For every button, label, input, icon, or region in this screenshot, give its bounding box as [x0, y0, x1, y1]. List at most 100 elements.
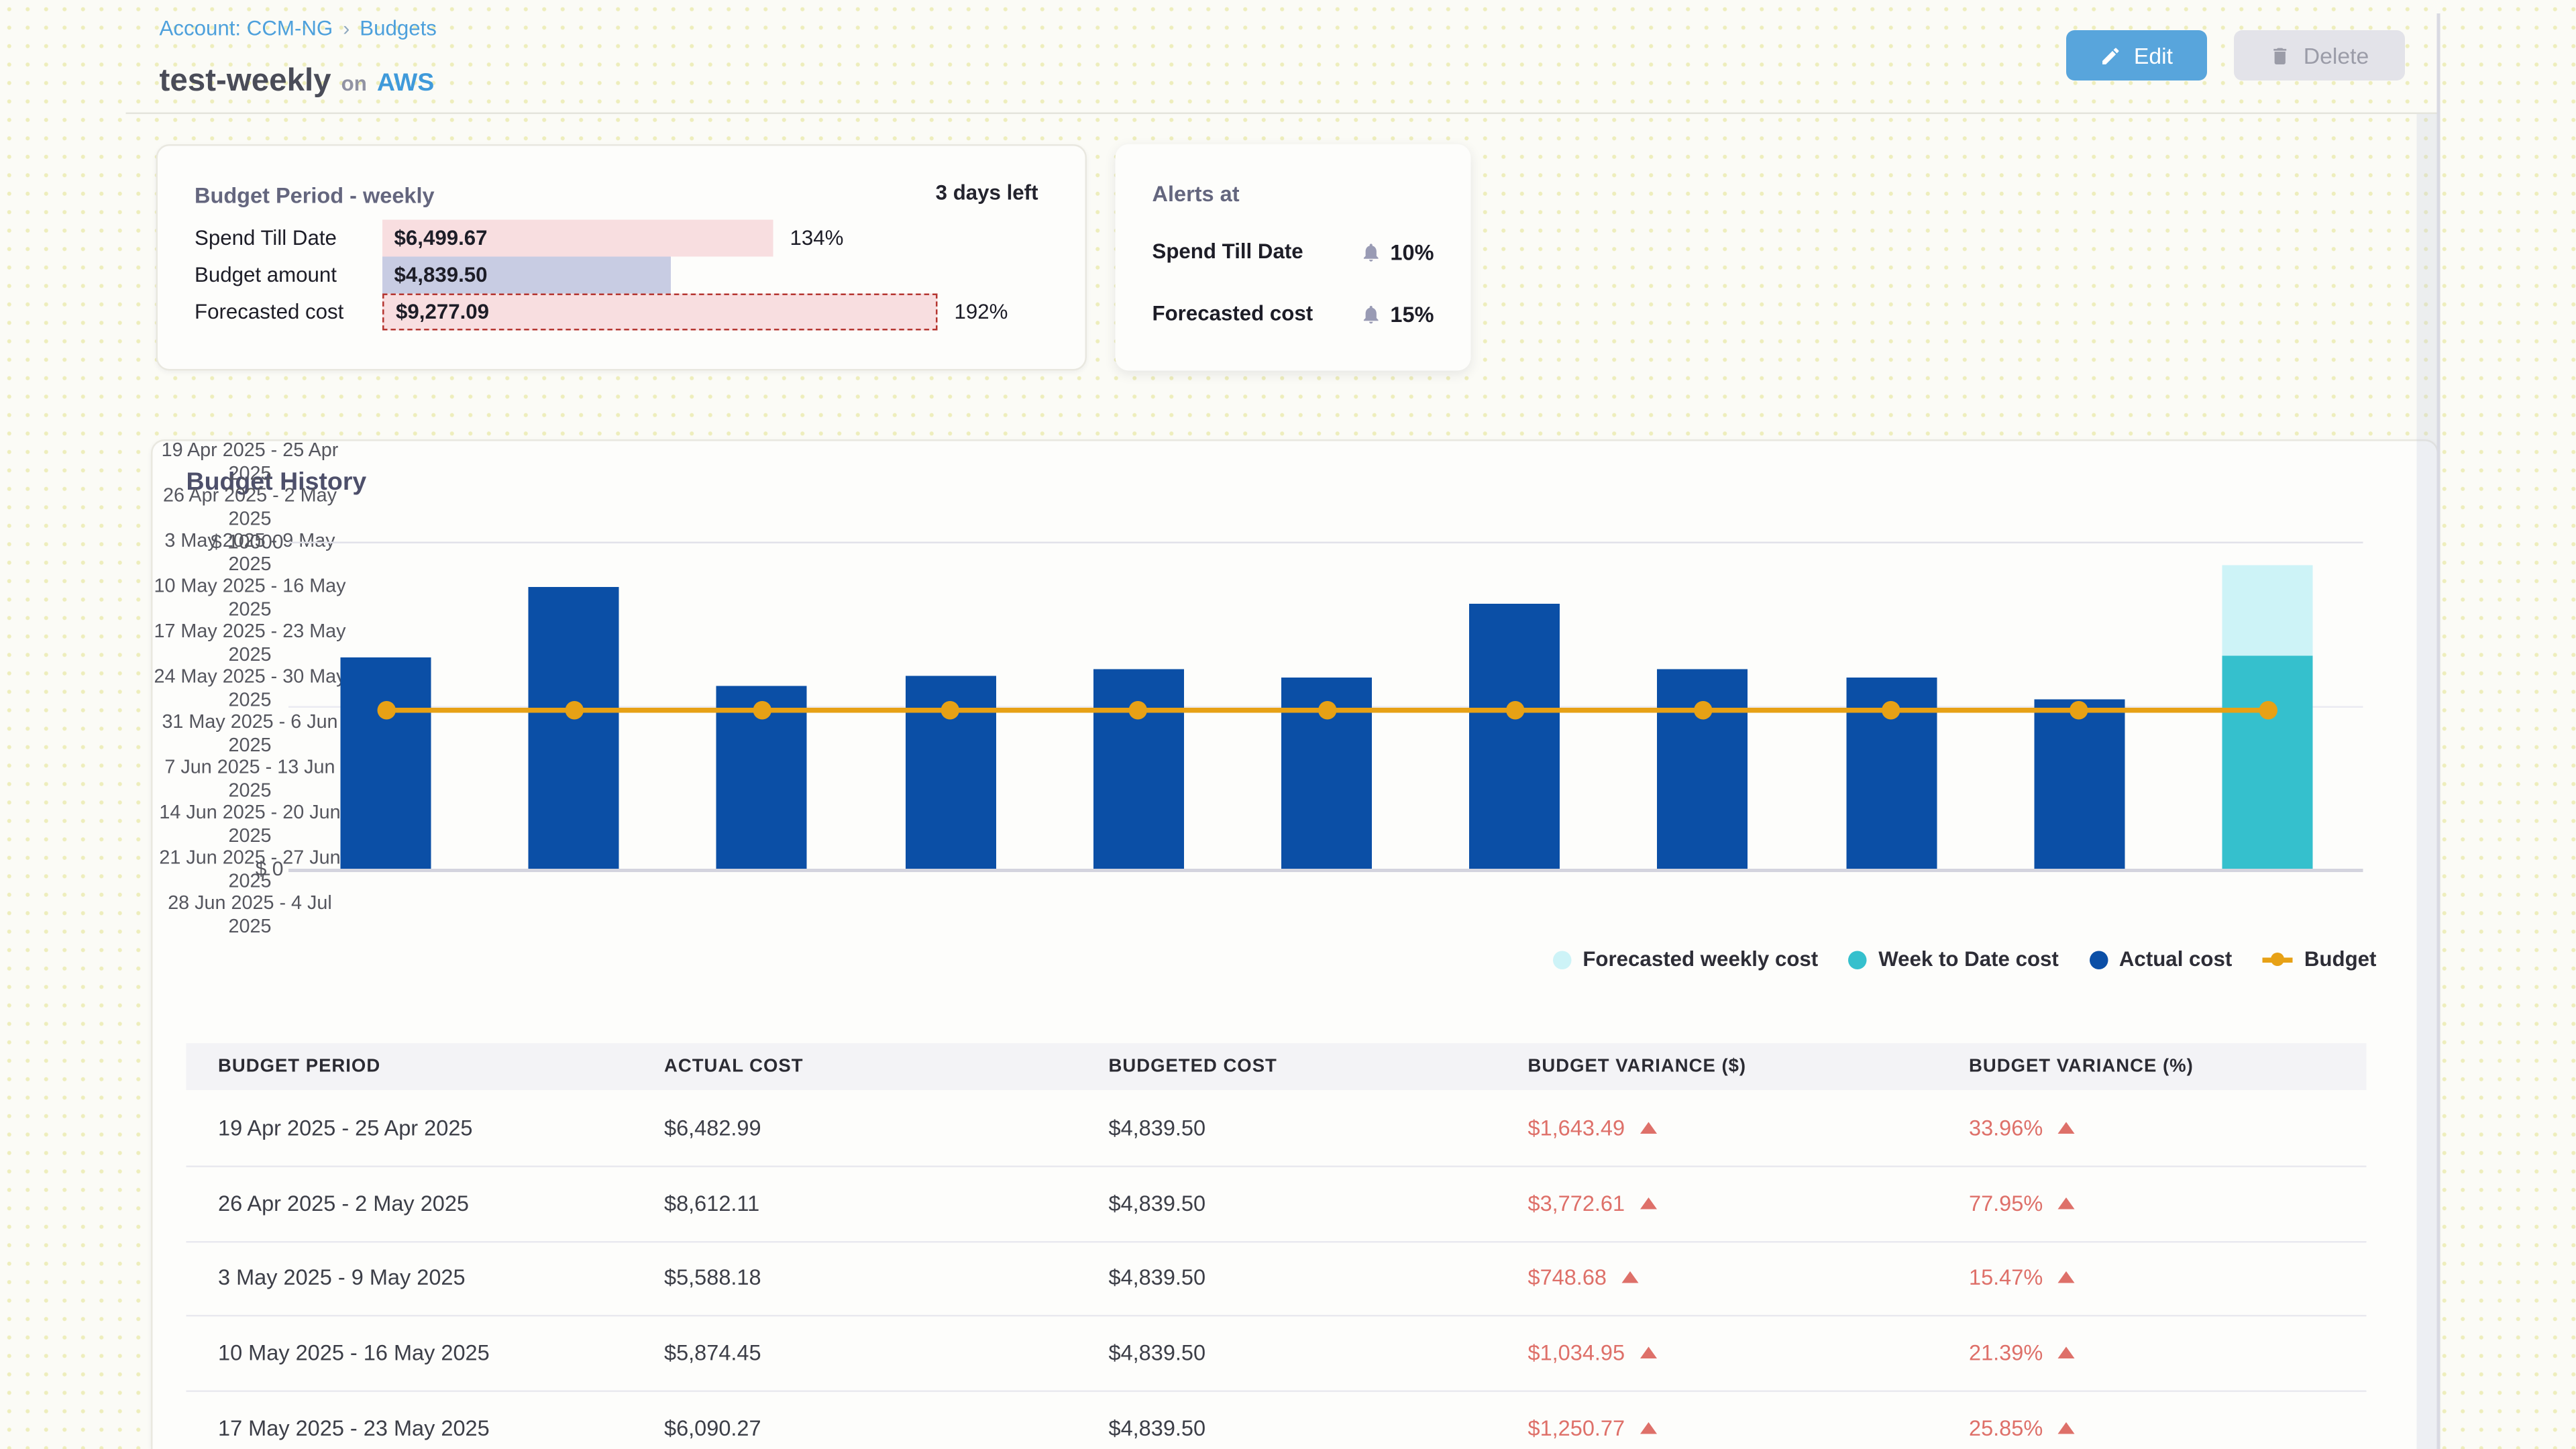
cell-budget-period: 10 May 2025 - 16 May 2025 — [218, 1340, 490, 1366]
cell-budgeted-cost: $4,839.50 — [1108, 1190, 1206, 1216]
chart-legend: Forecasted weekly cost Week to Date cost A… — [824, 948, 2377, 971]
x-axis-label: 24 May 2025 - 30 May 2025 — [154, 667, 346, 710]
delete-button-label: Delete — [2303, 42, 2369, 68]
breadcrumb-account-link[interactable]: Account: CCM-NG — [159, 17, 333, 40]
breadcrumb-chevron-icon: › — [343, 17, 350, 40]
budget-period-percent: 134% — [790, 226, 844, 250]
forecasted-weekly-cost-bar — [2222, 565, 2313, 657]
bell-icon — [1363, 305, 1379, 323]
legend-label: Forecasted weekly cost — [1582, 947, 1819, 971]
budget-line-dot — [564, 701, 584, 720]
budget-line-dot — [1693, 701, 1713, 720]
budget-period-bar-value: $6,499.67 — [394, 226, 488, 250]
cell-actual-cost: $6,090.27 — [664, 1415, 761, 1441]
budget-line-dot — [2070, 701, 2089, 720]
budget-period-bar-value: $9,277.09 — [396, 300, 490, 324]
legend-dot-icon — [2088, 950, 2108, 969]
variance-up-icon — [1640, 1347, 1657, 1359]
table-row-divider — [186, 1165, 2367, 1167]
delete-button[interactable]: Delete — [2234, 30, 2405, 80]
legend-line-dot-icon — [2262, 953, 2293, 966]
cell-actual-cost: $8,612.11 — [664, 1190, 760, 1216]
legend-label: Week to Date cost — [1878, 947, 2059, 971]
legend-item-forecasted-weekly-cost[interactable]: Forecasted weekly cost — [1552, 948, 1818, 971]
variance-up-icon — [2057, 1197, 2075, 1209]
legend-label: Actual cost — [2118, 947, 2233, 971]
alert-row-label: Forecasted cost — [1152, 302, 1313, 325]
cell-budgeted-cost: $4,839.50 — [1108, 1265, 1206, 1291]
table-row: 3 May 2025 - 9 May 2025 $5,588.18 $4,839.5… — [186, 1240, 2367, 1316]
breadcrumb-budgets-link[interactable]: Budgets — [360, 17, 437, 40]
variance-up-icon — [2057, 1422, 2075, 1434]
legend-label: Budget — [2304, 947, 2377, 971]
legend-item-budget[interactable]: Budget — [2262, 947, 2377, 971]
header-divider — [125, 112, 2438, 114]
budget-period-percent: 192% — [954, 300, 1008, 324]
page-title-on: on — [341, 72, 367, 96]
alert-row-value: 10% — [1390, 239, 1434, 264]
alert-row-value: 15% — [1390, 301, 1434, 327]
x-axis-label: 19 Apr 2025 - 25 Apr 2025 — [161, 441, 339, 484]
alerts-card: Alerts at Spend Till Date 10% Forecasted… — [1115, 144, 1471, 371]
cell-actual-cost: $5,588.18 — [664, 1265, 761, 1291]
table-row-divider — [186, 1315, 2367, 1318]
cell-budget-variance-usd: $748.68 — [1528, 1240, 1639, 1316]
chart-gridline — [288, 541, 2363, 543]
budget-period-bar-value: $4,839.50 — [394, 263, 488, 287]
variance-up-icon — [2057, 1122, 2075, 1134]
x-axis-label: 26 Apr 2025 - 2 May 2025 — [163, 486, 337, 529]
x-axis-label: 10 May 2025 - 16 May 2025 — [154, 577, 346, 620]
trash-icon — [2274, 47, 2288, 64]
budget-period-row-label: Spend Till Date — [195, 226, 337, 250]
cell-budget-variance-pct: 21.39% — [1969, 1316, 2075, 1391]
cell-budget-variance-usd: $1,643.49 — [1528, 1090, 1657, 1165]
actual-cost-bar — [2033, 699, 2125, 869]
budget-period-row-label: Forecasted cost — [195, 300, 344, 324]
table-header-row: BUDGET PERIOD ACTUAL COST BUDGETED COST BUD… — [186, 1043, 2367, 1090]
alert-row: Spend Till Date 10% — [1152, 233, 1434, 270]
page-title-row: test-weekly on AWS — [160, 64, 435, 101]
legend-item-week-to-date-cost[interactable]: Week to Date cost — [1848, 948, 2059, 971]
cell-budget-variance-pct: 77.95% — [1969, 1165, 2075, 1240]
legend-item-actual-cost[interactable]: Actual cost — [2088, 947, 2233, 971]
content-right-border — [2436, 13, 2440, 1449]
x-axis-label: 7 Jun 2025 - 13 Jun 2025 — [164, 758, 335, 801]
x-axis-label: 14 Jun 2025 - 20 Jun 2025 — [159, 803, 341, 847]
budget-period-bar-pink-dashed: $9,277.09 — [382, 293, 938, 331]
cell-budget-period: 19 Apr 2025 - 25 Apr 2025 — [218, 1115, 473, 1140]
table-row: 26 Apr 2025 - 2 May 2025 $8,612.11 $4,839.… — [186, 1165, 2367, 1240]
cell-budgeted-cost: $4,839.50 — [1108, 1340, 1206, 1366]
x-axis-label: 21 Jun 2025 - 27 Jun 2025 — [159, 849, 341, 892]
cell-actual-cost: $6,482.99 — [664, 1115, 761, 1140]
legend-dot-icon — [1552, 950, 1571, 969]
table-header-cell: ACTUAL COST — [664, 1057, 804, 1077]
y-axis-tick-max: $ 10000 — [211, 530, 284, 553]
cell-budget-period: 26 Apr 2025 - 2 May 2025 — [218, 1190, 470, 1216]
page-scrollbar[interactable] — [2416, 114, 2437, 1449]
variance-up-icon — [1640, 1197, 1657, 1209]
cell-budget-variance-pct: 15.47% — [1969, 1240, 2075, 1316]
budget-line-dot — [1129, 701, 1148, 720]
budget-line-dot — [941, 701, 960, 720]
cell-budget-period: 3 May 2025 - 9 May 2025 — [218, 1265, 466, 1291]
actual-cost-bar — [340, 656, 431, 869]
cell-budget-variance-usd: $1,250.77 — [1528, 1391, 1657, 1449]
edit-button[interactable]: Edit — [2066, 30, 2207, 80]
pencil-icon — [2102, 47, 2120, 64]
budget-period-bar-lavender: $4,839.50 — [382, 256, 671, 294]
legend-dot-icon — [1848, 950, 1867, 969]
x-axis-label: 3 May 2025 - 9 May 2025 — [164, 531, 335, 575]
table-row: 17 May 2025 - 23 May 2025 $6,090.27 $4,839… — [186, 1391, 2367, 1449]
table-row: 19 Apr 2025 - 25 Apr 2025 $6,482.99 $4,839… — [186, 1090, 2367, 1165]
page-title: test-weekly — [159, 64, 331, 99]
x-axis-label: 28 Jun 2025 - 4 Jul 2025 — [168, 894, 332, 937]
page-title-platform: AWS — [376, 68, 435, 98]
table-header-cell: BUDGETED COST — [1108, 1057, 1277, 1077]
cell-budget-variance-usd: $1,034.95 — [1528, 1316, 1657, 1391]
cell-budgeted-cost: $4,839.50 — [1108, 1415, 1206, 1441]
cell-budget-period: 17 May 2025 - 23 May 2025 — [218, 1415, 490, 1441]
table-row: 10 May 2025 - 16 May 2025 $5,874.45 $4,839… — [186, 1316, 2367, 1391]
variance-up-icon — [2057, 1272, 2075, 1284]
variance-up-icon — [1640, 1122, 1657, 1134]
